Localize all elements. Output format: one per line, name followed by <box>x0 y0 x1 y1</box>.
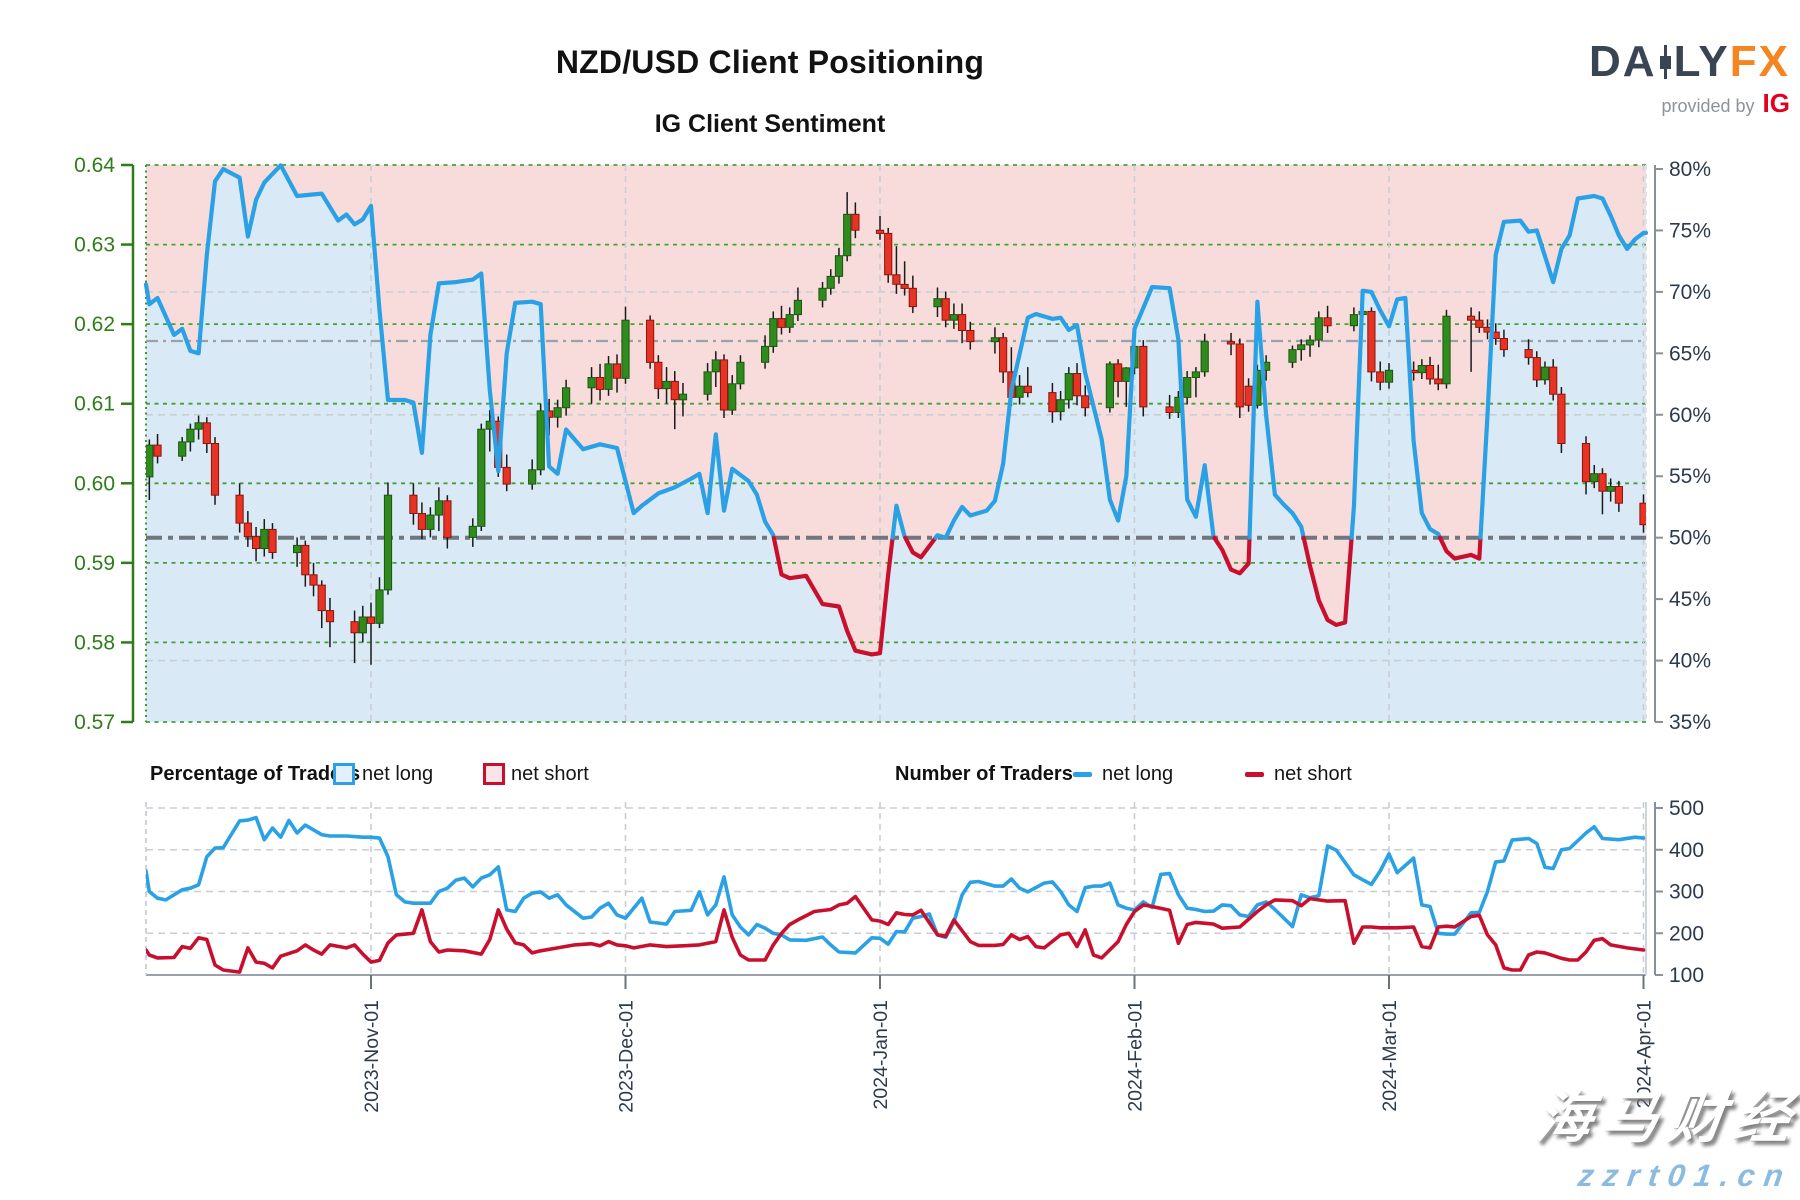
legend-pct-net-long-swatch <box>333 760 355 788</box>
legend-num-net-short-swatch <box>1245 760 1264 788</box>
legend-pct-net-short-swatch <box>483 760 505 788</box>
net-short-dash-icon <box>1245 771 1264 777</box>
ig-logo: IG <box>1762 88 1790 118</box>
svg-text:500: 500 <box>1669 797 1704 820</box>
svg-text:60%: 60% <box>1669 404 1711 427</box>
net-short-square-icon <box>483 763 505 785</box>
dailyfx-wordmark: DA LY FX <box>1589 40 1790 84</box>
svg-text:65%: 65% <box>1669 342 1711 365</box>
svg-text:2023-Nov-01: 2023-Nov-01 <box>361 1000 383 1113</box>
legend-num-net-long-swatch <box>1073 760 1092 788</box>
svg-text:35%: 35% <box>1669 711 1711 734</box>
net-long-dash-icon <box>1073 771 1092 777</box>
svg-text:2024-Feb-01: 2024-Feb-01 <box>1125 1000 1147 1112</box>
svg-text:2024-Apr-01: 2024-Apr-01 <box>1634 1000 1656 1108</box>
logo-text-da: DA <box>1589 37 1657 86</box>
svg-text:40%: 40% <box>1669 650 1711 673</box>
logo-text-fx: FX <box>1729 37 1790 86</box>
svg-text:0.57: 0.57 <box>74 711 115 734</box>
page-title: NZD/USD Client Positioning <box>555 44 985 80</box>
axes-layer: 0.64 0.63 0.62 0.61 0.60 0.59 0.58 0.57 80% 75% 70… <box>74 154 1711 989</box>
svg-text:70%: 70% <box>1669 281 1711 304</box>
traders-net-short-line <box>146 894 1646 974</box>
svg-text:0.61: 0.61 <box>74 393 115 416</box>
logo-text-ly: LY <box>1673 37 1730 86</box>
svg-text:0.58: 0.58 <box>74 631 115 654</box>
legend-number-header: Number of Traders <box>895 762 1073 785</box>
legend-pct-net-short-label: net short <box>511 762 589 785</box>
candles-layer <box>146 192 1646 665</box>
sentiment-line <box>143 163 1649 657</box>
net-long-square-icon <box>333 763 355 785</box>
svg-text:75%: 75% <box>1669 219 1711 242</box>
provided-by-label: provided by <box>1661 96 1755 116</box>
svg-text:0.60: 0.60 <box>74 472 115 495</box>
svg-text:0.63: 0.63 <box>74 234 115 257</box>
svg-text:50%: 50% <box>1669 527 1711 550</box>
provided-by-line: provided by IG <box>1589 90 1790 116</box>
svg-text:200: 200 <box>1669 922 1704 945</box>
svg-text:0.59: 0.59 <box>74 552 115 575</box>
svg-text:0.62: 0.62 <box>74 313 115 336</box>
svg-text:2023-Dec-01: 2023-Dec-01 <box>616 1000 638 1113</box>
x-axis-labels: 2023-Nov-01 2023-Dec-01 2024-Jan-01 2024-Fe… <box>361 1000 1656 1113</box>
svg-text:45%: 45% <box>1669 588 1711 611</box>
svg-text:80%: 80% <box>1669 158 1711 181</box>
candlestick-icon <box>1659 45 1671 79</box>
chart-subtitle: IG Client Sentiment <box>654 110 886 138</box>
dailyfx-logo: DA LY FX provided by IG <box>1589 40 1790 117</box>
traders-net-long-line <box>146 815 1646 955</box>
reference-lines <box>146 339 1646 540</box>
svg-text:2024-Mar-01: 2024-Mar-01 <box>1379 1000 1401 1112</box>
svg-text:400: 400 <box>1669 839 1704 862</box>
legend-num-net-short-label: net short <box>1274 762 1352 785</box>
traders-chart <box>145 802 1647 976</box>
svg-text:100: 100 <box>1669 964 1704 987</box>
svg-text:0.64: 0.64 <box>74 154 115 177</box>
svg-text:2024-Jan-01: 2024-Jan-01 <box>870 1000 892 1110</box>
svg-text:55%: 55% <box>1669 465 1711 488</box>
legend-num-net-long-label: net long <box>1102 762 1174 785</box>
legend-pct-net-long-label: net long <box>362 762 434 785</box>
svg-text:300: 300 <box>1669 881 1704 904</box>
legend-percentage-header: Percentage of Traders <box>150 762 361 785</box>
